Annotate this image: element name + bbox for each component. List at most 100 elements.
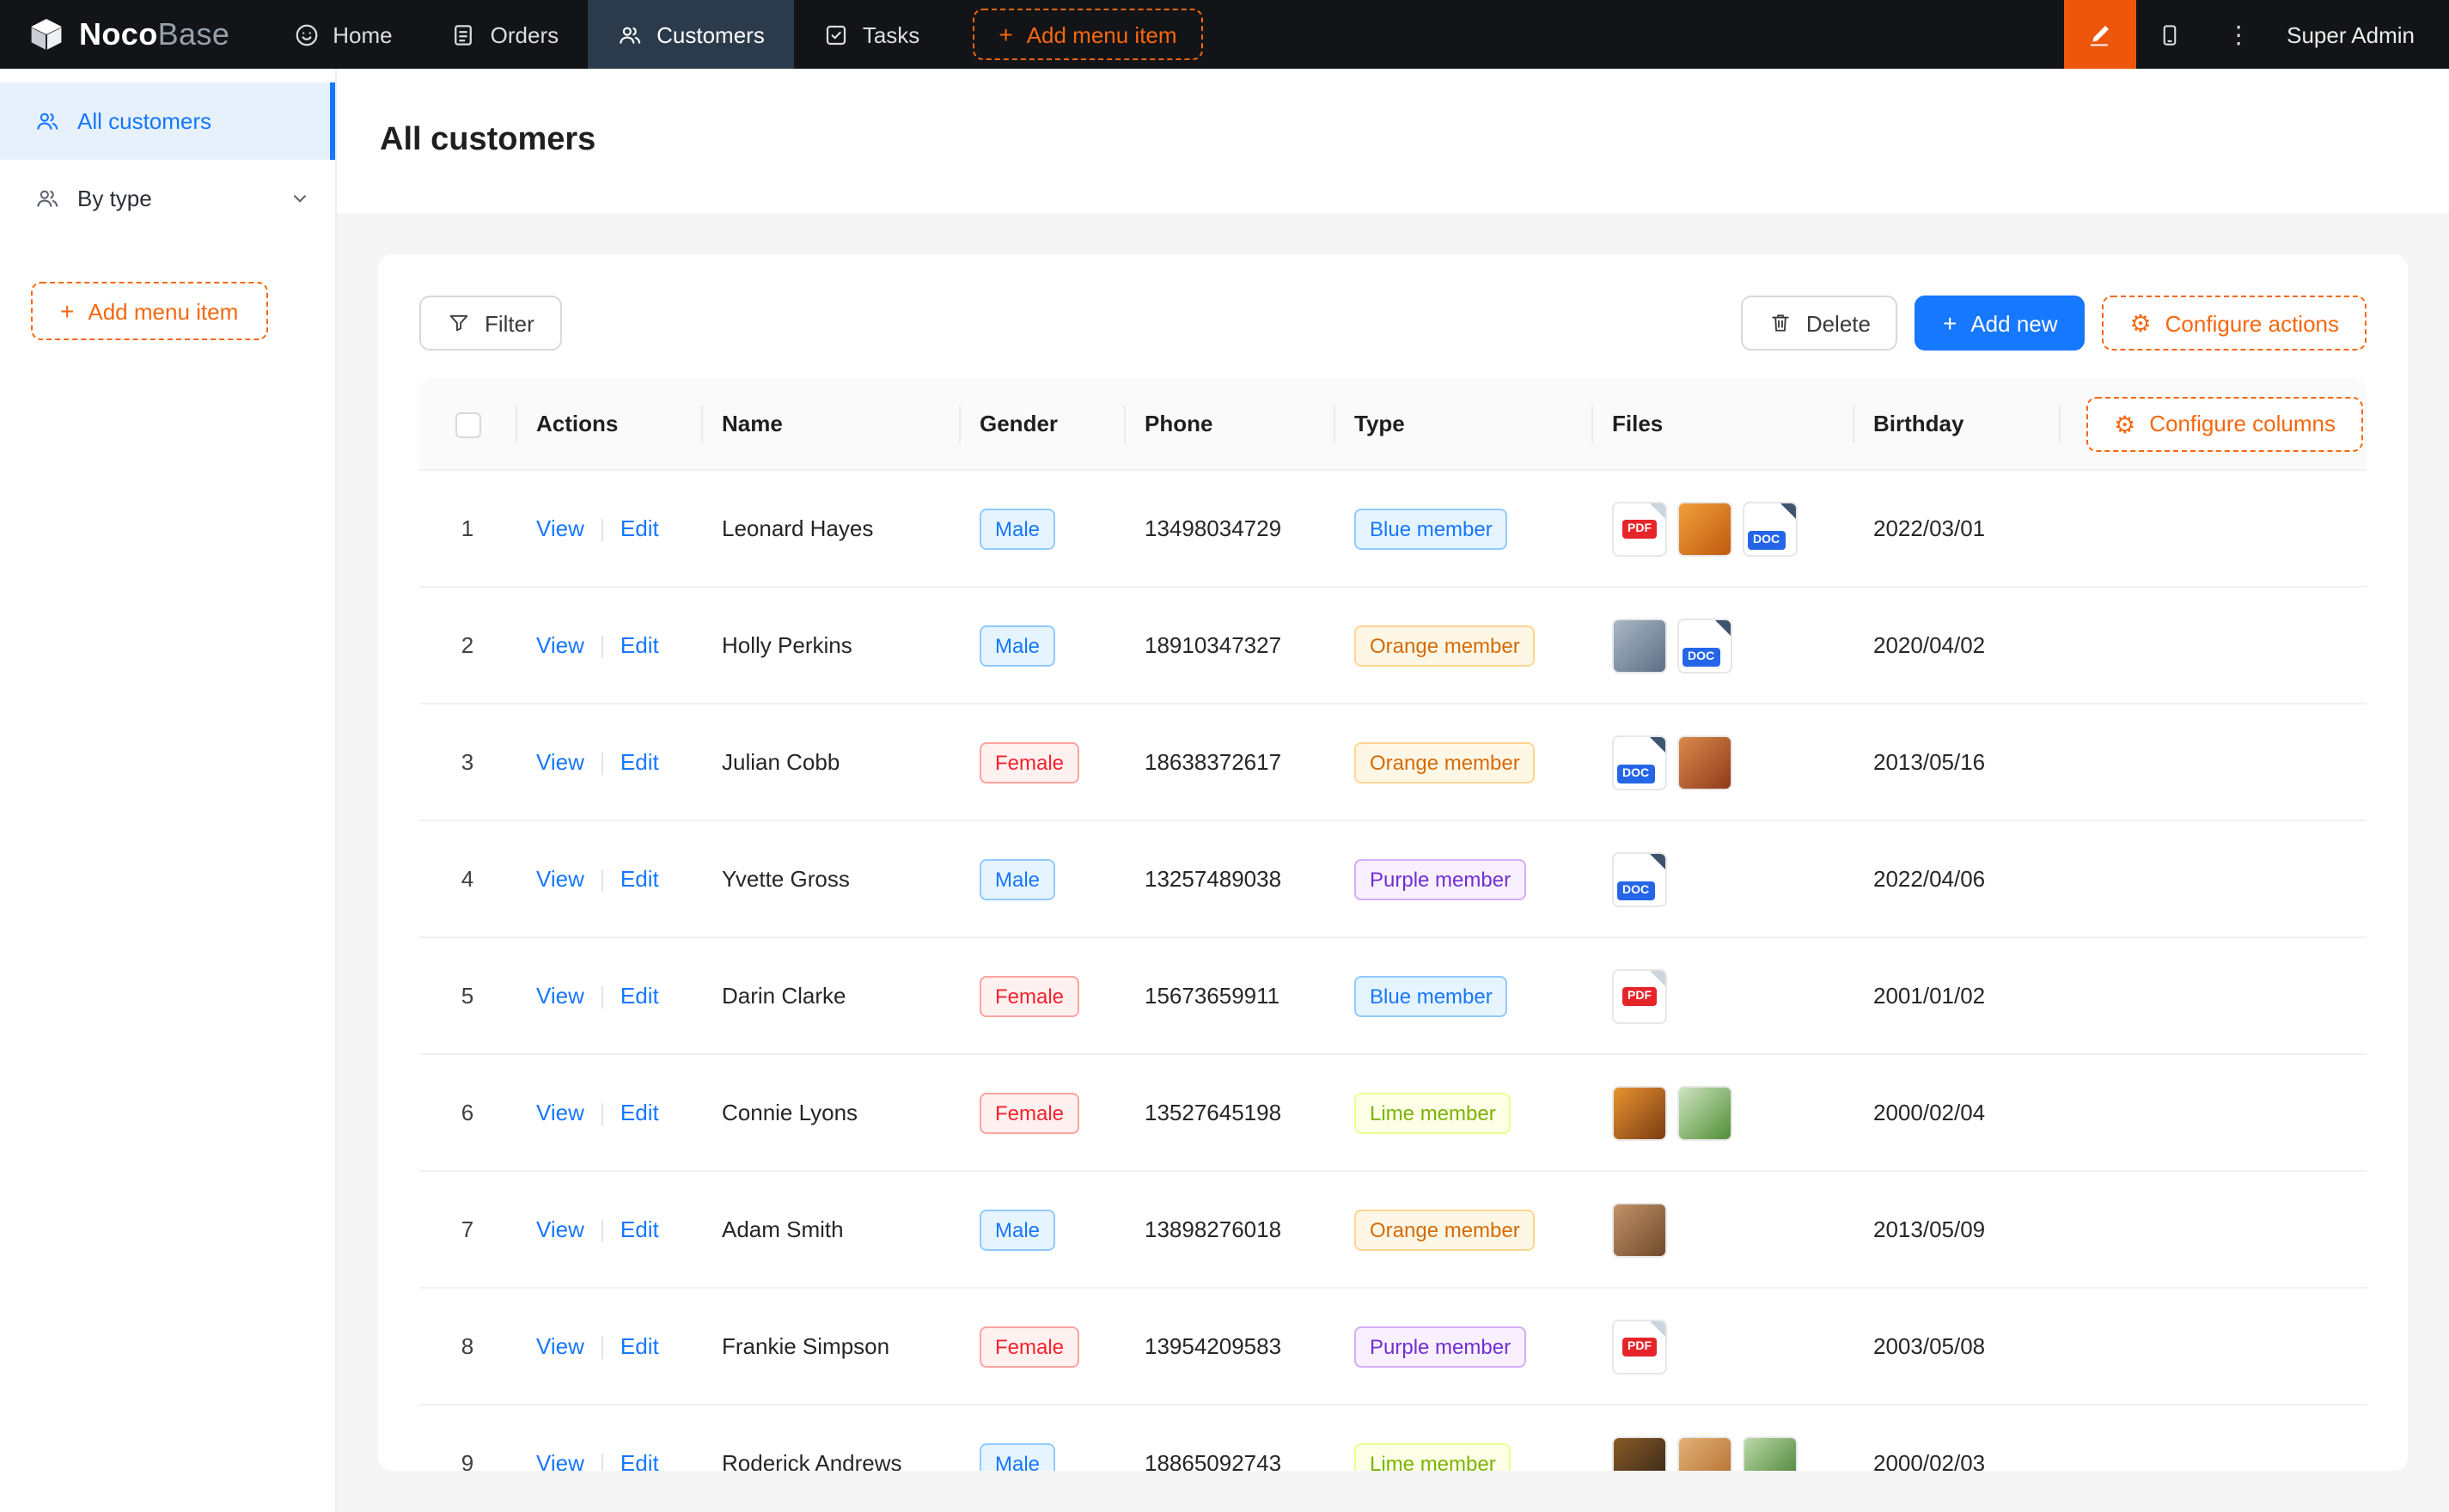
view-link[interactable]: View [536, 748, 584, 775]
view-link[interactable]: View [536, 631, 584, 658]
member-type-tag: Blue member [1354, 508, 1508, 549]
gender-cell: Male [959, 821, 1124, 938]
top-navbar: NocoBase Home Orders Customers Tasks + A… [0, 0, 2449, 69]
select-all-checkbox[interactable] [455, 412, 480, 438]
edit-link[interactable]: Edit [620, 515, 659, 541]
nav-item-customers[interactable]: Customers [588, 0, 794, 69]
edit-link[interactable]: Edit [620, 1099, 659, 1125]
action-divider [601, 753, 603, 776]
customer-name-cell: Leonard Hayes [701, 471, 959, 588]
nav-item-label: Tasks [862, 21, 920, 47]
current-user[interactable]: Super Admin [2287, 21, 2415, 47]
edit-link[interactable]: Edit [620, 1332, 659, 1359]
gender-tag: Male [980, 1209, 1056, 1250]
image-thumbnail[interactable] [1612, 618, 1667, 673]
birthday-cell: 2020/04/02 [1853, 588, 2059, 704]
gear-icon: ⚙ [2114, 410, 2136, 437]
view-link[interactable]: View [536, 515, 584, 541]
birthday-cell: 2022/04/06 [1853, 821, 2059, 938]
view-link[interactable]: View [536, 1449, 584, 1471]
table-row: 8 View Edit Frankie Simpson Female 1395420958… [419, 1289, 2367, 1405]
doc-file-icon[interactable]: DOC [1743, 501, 1798, 556]
action-divider [601, 1103, 603, 1126]
phone-cell: 13257489038 [1124, 821, 1334, 938]
member-type-tag: Orange member [1354, 741, 1536, 783]
files-cell [1591, 1405, 1853, 1471]
image-thumbnail[interactable] [1677, 501, 1732, 556]
doc-file-icon[interactable]: DOC [1612, 735, 1667, 790]
filter-button[interactable]: Filter [419, 296, 562, 351]
row-actions-cell: View Edit [516, 1289, 701, 1405]
edit-link[interactable]: Edit [620, 1216, 659, 1242]
customer-name-cell: Connie Lyons [701, 1055, 959, 1172]
nav-item-orders[interactable]: Orders [422, 0, 588, 69]
member-type-tag: Lime member [1354, 1092, 1512, 1133]
type-cell: Blue member [1334, 938, 1591, 1055]
table-header-row: Actions Name Gender Phone Type Files Bir… [419, 378, 2367, 471]
doc-file-icon[interactable]: DOC [1612, 851, 1667, 906]
view-link[interactable]: View [536, 1099, 584, 1125]
edit-link[interactable]: Edit [620, 1449, 659, 1471]
nav-item-tasks[interactable]: Tasks [794, 0, 949, 69]
gender-tag: Female [980, 1326, 1080, 1367]
row-index-cell: 8 [419, 1289, 516, 1405]
page-fold [1650, 853, 1665, 869]
column-header-gender: Gender [959, 378, 1124, 471]
member-type-tag: Orange member [1354, 625, 1536, 666]
pdf-file-icon[interactable]: PDF [1612, 1319, 1667, 1374]
table-row: 4 View Edit Yvette Gross Male 13257489038 Purp… [419, 821, 2367, 938]
mobile-preview-button[interactable] [2135, 0, 2204, 69]
more-options-button[interactable]: ⋮ [2204, 0, 2273, 69]
image-thumbnail[interactable] [1612, 1202, 1667, 1257]
sidebar-item-by-type[interactable]: By type [0, 160, 335, 237]
image-thumbnail[interactable] [1612, 1436, 1667, 1471]
edit-link[interactable]: Edit [620, 631, 659, 658]
main-area: All customers Filter Delete [337, 69, 2449, 1512]
gear-icon: ⚙ [2129, 309, 2152, 337]
view-link[interactable]: View [536, 982, 584, 1009]
doc-file-icon[interactable]: DOC [1677, 618, 1732, 673]
edit-link[interactable]: Edit [620, 748, 659, 775]
image-thumbnail[interactable] [1743, 1436, 1798, 1471]
file-type-badge: DOC [1617, 764, 1655, 783]
member-type-tag: Purple member [1354, 1326, 1527, 1367]
view-link[interactable]: View [536, 865, 584, 892]
edit-link[interactable]: Edit [620, 865, 659, 892]
files-group: PDF DOC [1612, 501, 1832, 556]
pdf-file-icon[interactable]: PDF [1612, 968, 1667, 1023]
customer-name-cell: Roderick Andrews [701, 1405, 959, 1471]
add-new-button[interactable]: + Add new [1915, 296, 2086, 351]
nav-item-home[interactable]: Home [264, 0, 421, 69]
configure-columns-body-cell [2059, 588, 2367, 704]
configure-actions-button[interactable]: ⚙ Configure actions [2102, 296, 2367, 351]
plus-icon: + [999, 21, 1013, 48]
gender-cell: Male [959, 588, 1124, 704]
pdf-file-icon[interactable]: PDF [1612, 501, 1667, 556]
image-thumbnail[interactable] [1612, 1085, 1667, 1140]
sidebar-add-menu-item-button[interactable]: + Add menu item [31, 282, 268, 340]
delete-button[interactable]: Delete [1740, 296, 1898, 351]
view-link[interactable]: View [536, 1216, 584, 1242]
nav-add-menu-item-button[interactable]: + Add menu item [973, 9, 1203, 60]
plus-icon: + [1942, 309, 1957, 337]
sidebar-add-menu-item-label: Add menu item [88, 298, 239, 324]
birthday-cell: 2000/02/04 [1853, 1055, 2059, 1172]
row-index-cell: 9 [419, 1405, 516, 1471]
table-row: 5 View Edit Darin Clarke Female 15673659911 Bl… [419, 938, 2367, 1055]
configure-columns-button[interactable]: ⚙ Configure columns [2086, 396, 2363, 451]
files-group [1612, 1436, 1832, 1471]
page-fold [1650, 970, 1665, 985]
ui-editor-button[interactable] [2063, 0, 2136, 69]
image-thumbnail[interactable] [1677, 1085, 1732, 1140]
main-menu: Home Orders Customers Tasks + Add menu i… [264, 0, 1203, 69]
image-thumbnail[interactable] [1677, 735, 1732, 790]
customers-icon [617, 21, 643, 47]
view-link[interactable]: View [536, 1332, 584, 1359]
gender-cell: Male [959, 1405, 1124, 1471]
edit-link[interactable]: Edit [620, 982, 659, 1009]
brand[interactable]: NocoBase [0, 15, 264, 53]
nav-add-menu-item-label: Add menu item [1026, 21, 1177, 47]
sidebar-item-all-customers[interactable]: All customers [0, 82, 335, 160]
image-thumbnail[interactable] [1677, 1436, 1732, 1471]
home-icon [293, 21, 319, 47]
